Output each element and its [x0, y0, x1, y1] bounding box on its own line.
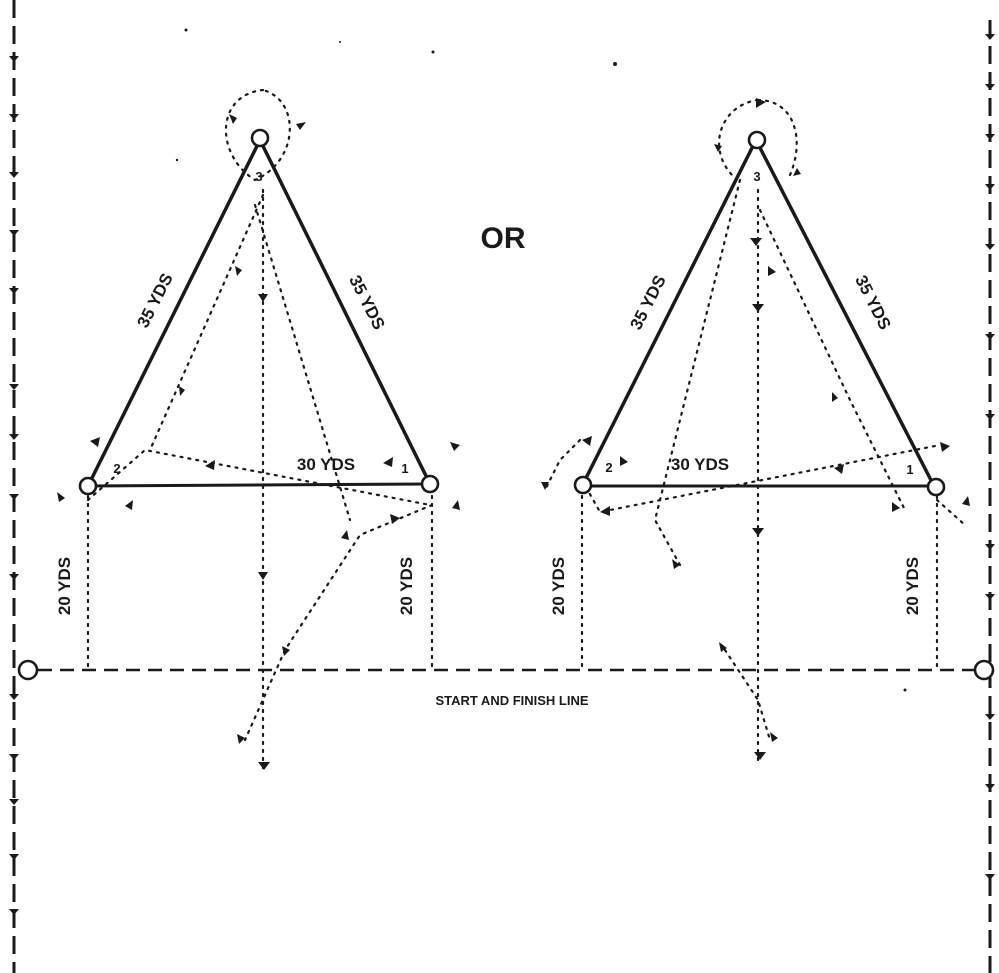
left-course-leg-left-label: 20 YDS: [55, 557, 74, 615]
left-course-base-label: 30 YDS: [297, 455, 355, 474]
left-course-side-left: [86, 138, 262, 488]
or-label: OR: [481, 222, 526, 255]
right-course-side-right: [754, 138, 936, 488]
start-post-left: [17, 659, 39, 681]
left-course-arrows: [57, 114, 460, 770]
left-course-cone-1: [420, 474, 440, 494]
left-course-side-right: [258, 138, 432, 486]
left-course-base: [87, 482, 431, 488]
right-course: 3 2 1 35 YDS 35 YDS 30 YDS 20 YDS 20 YDS: [541, 98, 970, 762]
left-course-run-path: [86, 88, 434, 772]
right-course-leg-left-label: 20 YDS: [549, 557, 568, 615]
right-course-leg-right-label: 20 YDS: [903, 557, 922, 615]
start-post-right: [973, 659, 995, 681]
right-course-cone-2: [573, 475, 593, 495]
right-course-cone-3: [747, 130, 767, 150]
left-course-cone-1-label: 1: [401, 461, 408, 476]
right-course-side-left: [580, 138, 758, 488]
right-course-base-label: 30 YDS: [671, 455, 729, 474]
right-course-cone-3-label: 3: [753, 169, 760, 184]
start-finish-line: START AND FINISH LINE: [17, 659, 995, 708]
left-course-cone-2-label: 2: [113, 461, 120, 476]
right-course-arrows: [541, 98, 970, 760]
left-fence: [9, 0, 19, 973]
right-fence: [985, 20, 995, 973]
left-course-leg-right-label: 20 YDS: [397, 557, 416, 615]
print-specks: [175, 28, 907, 692]
right-course-run-path: [543, 98, 967, 762]
left-course-cone-3-label: 3: [255, 169, 262, 184]
right-course-cone-1: [926, 477, 946, 497]
start-finish-label: START AND FINISH LINE: [435, 693, 588, 708]
left-course-cone-3: [250, 128, 270, 148]
right-course-cone-1-label: 1: [906, 462, 913, 477]
left-course-cone-2: [78, 476, 98, 496]
right-course-side-right-label: 35 YDS: [851, 272, 894, 333]
right-course-cone-2-label: 2: [605, 460, 612, 475]
left-course: 3 2 1 35 YDS 35 YDS 30 YDS 20 YDS 20 YDS: [55, 88, 460, 772]
